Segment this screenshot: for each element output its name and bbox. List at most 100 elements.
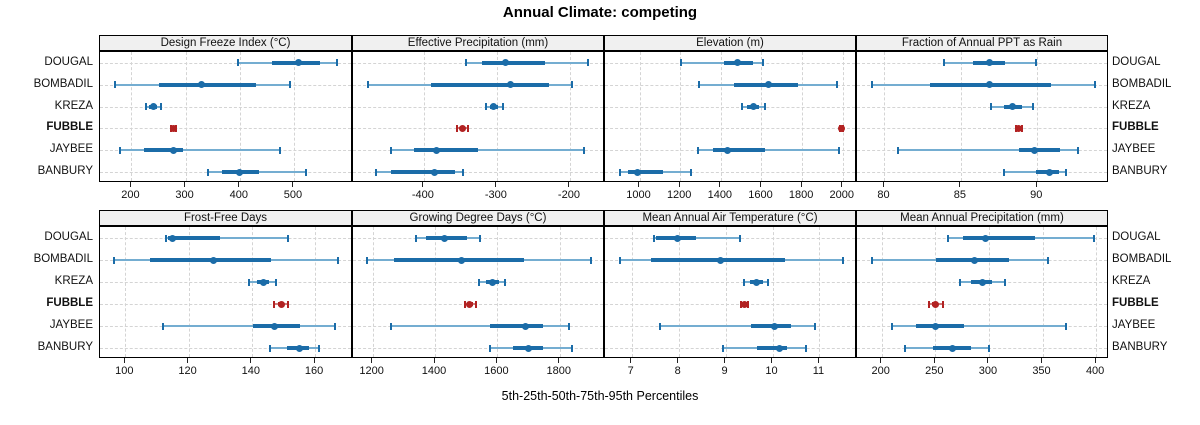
whisker-cap-high: [501, 103, 504, 111]
whisker-cap-low: [207, 168, 210, 176]
panel-strip: Fraction of Annual PPT as Rain: [856, 35, 1108, 51]
axis-tick-label: 7: [627, 365, 634, 377]
panel-strip-title: Frost-Free Days: [183, 212, 268, 224]
axis-tick-mark: [771, 358, 773, 363]
interquartile-bar: [482, 60, 546, 65]
interquartile-bar: [756, 346, 788, 350]
whisker-cap-low: [943, 59, 946, 67]
whisker-cap-high: [841, 256, 844, 264]
gridline-vertical: [185, 52, 187, 181]
axis-tick-mark: [638, 182, 640, 187]
median-dot: [775, 344, 783, 352]
whisker-cap-low: [463, 300, 466, 308]
median-dot: [441, 234, 449, 242]
whisker-cap-low: [897, 146, 900, 154]
axis-tick-mark: [882, 182, 884, 187]
whisker-cap-low: [268, 344, 271, 352]
axis-tick-label: 400: [229, 189, 248, 201]
interquartile-bar: [144, 148, 184, 153]
median-dot: [749, 103, 757, 111]
whisker-cap-low: [366, 81, 369, 89]
site-label-right: BOMBADIL: [1112, 77, 1172, 90]
axis-tick-mark: [1094, 358, 1096, 363]
site-label-right: FUBBLE: [1112, 121, 1159, 134]
axis-tick-mark: [719, 182, 721, 187]
site-label-right: DOUGAL: [1112, 55, 1161, 68]
interquartile-bar: [158, 82, 257, 87]
gridline-vertical: [631, 227, 633, 357]
site-label-right: DOUGAL: [1112, 231, 1161, 243]
panel-strip-title: Fraction of Annual PPT as Rain: [901, 37, 1063, 49]
gridline-vertical: [125, 227, 127, 357]
median-dot: [837, 124, 845, 132]
panel-plot-area: [604, 226, 856, 358]
percentile-whisker: [165, 237, 289, 239]
site-label-left: FUBBLE: [46, 297, 93, 309]
site-label-right: JAYBEE: [1112, 319, 1156, 331]
axis-tick-mark: [759, 182, 761, 187]
whisker-cap-high: [763, 103, 766, 111]
median-dot: [459, 124, 467, 132]
site-label-right: KREZA: [1112, 99, 1151, 112]
whisker-cap-low: [990, 103, 993, 111]
panel-strip-title: Design Freeze Index (°C): [160, 37, 291, 49]
whisker-cap-high: [987, 344, 990, 352]
axis-tick-mark: [123, 358, 125, 363]
whisker-cap-high: [333, 322, 336, 330]
whisker-cap-high: [160, 103, 163, 111]
axis-tick-label: 2000: [829, 189, 854, 201]
whisker-cap-low: [390, 322, 393, 330]
axis-tick-label: 120: [178, 365, 197, 377]
whisker-cap-low: [1002, 168, 1005, 176]
axis-tick-label: 300: [175, 189, 194, 201]
axis-tick-mark: [959, 182, 961, 187]
panel-plot-area: [99, 51, 352, 182]
whisker-cap-high: [1092, 234, 1095, 242]
panel-strip: Mean Annual Air Temperature (°C): [604, 210, 856, 226]
interquartile-bar: [713, 148, 765, 153]
whisker-cap-high: [571, 81, 574, 89]
axis-tick-mark: [724, 358, 726, 363]
axis-tick-mark: [184, 182, 186, 187]
whisker-cap-high: [274, 278, 277, 286]
whisker-cap-high: [304, 168, 307, 176]
site-label-left: BANBURY: [37, 341, 93, 353]
axis-tick-mark: [433, 358, 435, 363]
whisker-cap-low: [927, 300, 930, 308]
axis-tick-label: 1200: [359, 365, 384, 377]
median-dot: [1030, 146, 1038, 154]
median-dot: [432, 146, 440, 154]
median-dot: [1015, 124, 1023, 132]
axis-tick-label: 1800: [546, 365, 571, 377]
site-label-right: BOMBADIL: [1112, 253, 1172, 265]
axis-tick-label: 1200: [666, 189, 692, 201]
site-label-right: BANBURY: [1112, 165, 1168, 178]
interquartile-bar: [167, 236, 221, 240]
whisker-cap-low: [374, 168, 377, 176]
gridline-horizontal: [605, 106, 855, 108]
median-dot: [169, 234, 177, 242]
gridline-horizontal: [353, 282, 603, 283]
site-label-left: BOMBADIL: [33, 253, 93, 265]
whisker-cap-high: [567, 322, 570, 330]
median-dot: [170, 146, 178, 154]
whisker-cap-low: [484, 103, 487, 111]
whisker-cap-low: [652, 234, 655, 242]
percentile-whisker: [391, 325, 569, 327]
median-dot: [978, 278, 986, 286]
panel-plot-area: [99, 226, 352, 358]
axis-tick-mark: [422, 182, 424, 187]
interquartile-bar: [627, 170, 663, 175]
axis-tick-mark: [678, 182, 680, 187]
gridline-vertical: [680, 52, 682, 181]
axis-tick-mark: [129, 182, 131, 187]
gridline-vertical: [315, 227, 317, 357]
median-dot: [466, 300, 474, 308]
whisker-cap-high: [287, 234, 290, 242]
interquartile-bar: [390, 170, 455, 175]
gridline-horizontal: [100, 304, 351, 305]
median-dot: [740, 300, 748, 308]
whisker-cap-low: [659, 322, 662, 330]
gridline-vertical: [761, 52, 763, 181]
site-label-left: KREZA: [54, 99, 93, 112]
